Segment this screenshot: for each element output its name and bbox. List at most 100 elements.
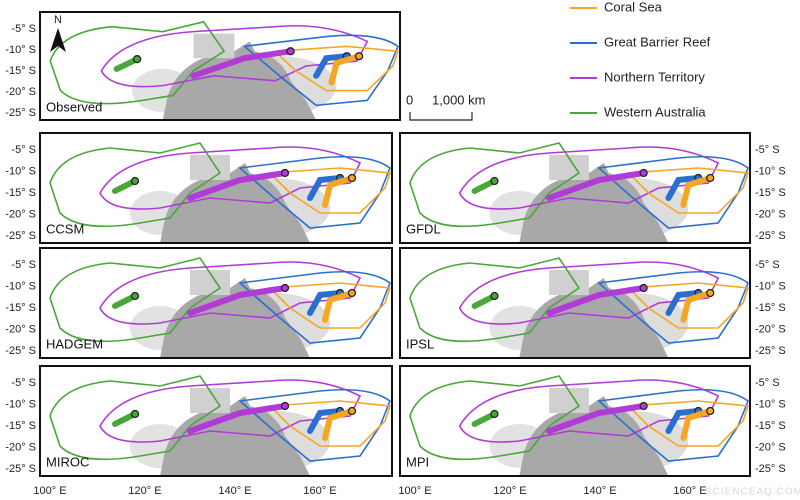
contour bbox=[240, 272, 390, 343]
contour bbox=[50, 258, 220, 341]
end-point bbox=[640, 170, 647, 177]
lat-label: -20° S bbox=[5, 323, 36, 335]
contour bbox=[410, 376, 579, 459]
lat-label: -15° S bbox=[5, 302, 36, 314]
lon-label: 120° E bbox=[493, 485, 526, 497]
end-point bbox=[349, 290, 356, 297]
land bbox=[519, 163, 669, 243]
lat-label: -10° S bbox=[755, 398, 786, 410]
legend-label: Coral Sea bbox=[604, 0, 663, 14]
end-point bbox=[707, 408, 714, 415]
lat-label: -10° S bbox=[5, 398, 36, 410]
trajectory bbox=[665, 408, 702, 434]
panel-label: HADGEM bbox=[46, 336, 103, 351]
contour bbox=[410, 258, 579, 341]
lat-label: -5° S bbox=[755, 377, 780, 389]
land bbox=[519, 278, 669, 358]
lat-label: -20° S bbox=[5, 441, 36, 453]
panel-label: Observed bbox=[46, 99, 102, 114]
map-panel bbox=[50, 376, 390, 476]
lat-label: -15° S bbox=[755, 420, 786, 432]
contour bbox=[270, 168, 390, 213]
end-point bbox=[640, 285, 647, 292]
end-point bbox=[491, 293, 498, 300]
map-content bbox=[410, 143, 748, 243]
contour bbox=[270, 283, 390, 328]
lat-label: -5° S bbox=[11, 23, 36, 35]
trajectory bbox=[680, 290, 714, 323]
map-content bbox=[50, 143, 390, 243]
map-content bbox=[410, 258, 748, 358]
end-point bbox=[287, 48, 294, 55]
lon-label: 120° E bbox=[128, 485, 161, 497]
contour bbox=[599, 272, 748, 343]
legend-label: Great Barrier Reef bbox=[604, 34, 711, 49]
lat-label: -15° S bbox=[5, 420, 36, 432]
lat-label: -10° S bbox=[755, 280, 786, 292]
trajectory bbox=[322, 175, 355, 208]
panel-border bbox=[39, 247, 393, 359]
trajectory bbox=[322, 408, 355, 441]
end-point bbox=[282, 170, 289, 177]
legend-label: Western Australia bbox=[604, 104, 706, 119]
contour bbox=[100, 380, 360, 442]
lat-label: -25° S bbox=[755, 230, 786, 242]
end-point bbox=[132, 293, 139, 300]
lat-label: -20° S bbox=[755, 208, 786, 220]
lat-label: -20° S bbox=[755, 441, 786, 453]
panel-border bbox=[39, 11, 401, 121]
trajectory bbox=[322, 290, 355, 323]
contour bbox=[410, 143, 579, 226]
lon-label: 100° E bbox=[33, 485, 66, 497]
lat-label: -5° S bbox=[11, 144, 36, 156]
lat-label: -25° S bbox=[5, 107, 36, 119]
panel-border bbox=[39, 365, 393, 477]
panel-label: CCSM bbox=[46, 221, 84, 236]
lat-label: -20° S bbox=[755, 323, 786, 335]
trajectory bbox=[307, 408, 343, 434]
scale-start: 0 bbox=[406, 92, 413, 107]
lat-label: -15° S bbox=[755, 187, 786, 199]
contour bbox=[460, 262, 719, 324]
scale-bar bbox=[409, 112, 473, 121]
land bbox=[519, 396, 669, 476]
lon-label: 140° E bbox=[218, 485, 251, 497]
trajectory bbox=[187, 285, 288, 316]
lon-label: 100° E bbox=[398, 485, 431, 497]
end-point bbox=[349, 175, 356, 182]
land bbox=[160, 163, 310, 243]
trajectory bbox=[665, 175, 702, 201]
lon-label: 140° E bbox=[583, 485, 616, 497]
legend-label: Northern Territory bbox=[604, 69, 705, 84]
map-panel bbox=[50, 22, 398, 120]
scale-end: 1,000 km bbox=[432, 92, 485, 107]
map-panel bbox=[50, 143, 390, 243]
trajectory bbox=[546, 285, 647, 316]
contour bbox=[50, 143, 220, 226]
trajectory bbox=[187, 170, 288, 201]
lat-label: -5° S bbox=[11, 259, 36, 271]
contour bbox=[599, 157, 748, 228]
lat-label: -20° S bbox=[5, 86, 36, 98]
contour bbox=[629, 168, 748, 213]
map-panel bbox=[410, 143, 748, 243]
lat-label: -5° S bbox=[755, 259, 780, 271]
map-content bbox=[50, 376, 390, 476]
trajectory bbox=[665, 290, 702, 316]
lat-label: -15° S bbox=[5, 65, 36, 77]
trajectory bbox=[546, 170, 647, 201]
trajectory bbox=[190, 48, 294, 79]
trajectory bbox=[328, 53, 363, 86]
lat-label: -5° S bbox=[755, 144, 780, 156]
lat-label: -20° S bbox=[5, 208, 36, 220]
map-panel bbox=[410, 376, 748, 476]
end-point bbox=[282, 403, 289, 410]
end-point bbox=[707, 290, 714, 297]
panel-label: MPI bbox=[406, 454, 429, 469]
end-point bbox=[134, 56, 141, 63]
map-content bbox=[50, 258, 390, 358]
end-point bbox=[640, 403, 647, 410]
contour bbox=[460, 380, 719, 442]
lon-label: 160° E bbox=[303, 485, 336, 497]
contour bbox=[629, 283, 748, 328]
